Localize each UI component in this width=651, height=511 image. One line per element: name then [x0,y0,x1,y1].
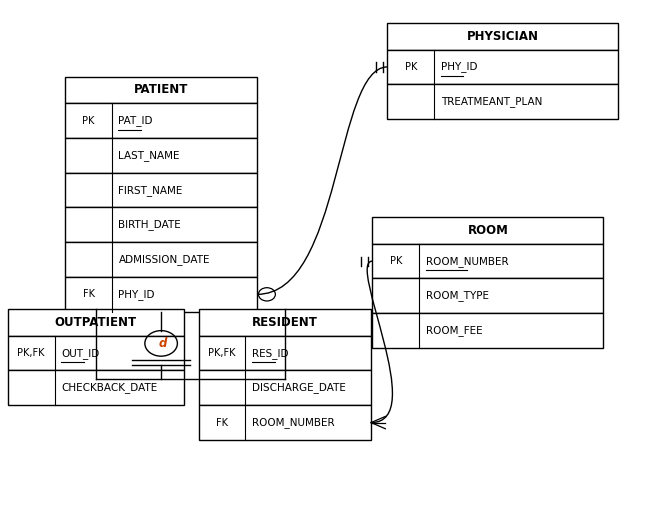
Bar [65,173,257,207]
Text: TREATMEANT_PLAN: TREATMEANT_PLAN [441,96,542,107]
Bar [372,217,603,244]
Text: PK,FK: PK,FK [208,348,236,358]
Text: PHYSICIAN: PHYSICIAN [467,30,539,43]
Text: ROOM_TYPE: ROOM_TYPE [426,290,489,301]
Bar [65,77,257,103]
Bar [65,138,257,173]
Text: PK: PK [82,115,95,126]
Bar [199,370,371,405]
Text: PHY_ID: PHY_ID [441,61,477,73]
Text: PAT_ID: PAT_ID [118,115,153,126]
Text: PK: PK [389,256,402,266]
Bar [8,309,184,336]
Bar [199,336,371,370]
Bar [387,23,618,50]
Text: PK,FK: PK,FK [18,348,45,358]
Bar [199,405,371,440]
Text: FK: FK [216,417,228,428]
Text: CHECKBACK_DATE: CHECKBACK_DATE [61,382,158,393]
Bar [65,242,257,277]
Text: OUT_ID: OUT_ID [61,347,100,359]
Text: FK: FK [83,289,94,299]
Bar [65,277,257,312]
Text: ROOM_FEE: ROOM_FEE [426,325,482,336]
Text: ROOM: ROOM [467,224,508,237]
Bar [8,336,184,370]
Bar [372,244,603,278]
Text: ADMISSION_DATE: ADMISSION_DATE [118,254,210,265]
Text: d: d [158,337,167,350]
Bar [8,370,184,405]
Text: FIRST_NAME: FIRST_NAME [118,184,183,196]
Bar [199,309,371,336]
Text: PK: PK [404,62,417,72]
Text: RES_ID: RES_ID [252,347,288,359]
Bar [372,313,603,348]
Text: LAST_NAME: LAST_NAME [118,150,180,161]
Bar [387,50,618,84]
Text: PATIENT: PATIENT [134,83,188,97]
Text: ROOM_NUMBER: ROOM_NUMBER [252,417,335,428]
Text: DISCHARGE_DATE: DISCHARGE_DATE [252,382,346,393]
Bar [372,278,603,313]
Text: OUTPATIENT: OUTPATIENT [55,316,137,329]
Text: BIRTH_DATE: BIRTH_DATE [118,219,181,230]
Bar [65,207,257,242]
Text: ROOM_NUMBER: ROOM_NUMBER [426,256,508,267]
Bar [387,84,618,119]
Text: PHY_ID: PHY_ID [118,289,155,300]
Text: RESIDENT: RESIDENT [252,316,318,329]
Bar [65,103,257,138]
